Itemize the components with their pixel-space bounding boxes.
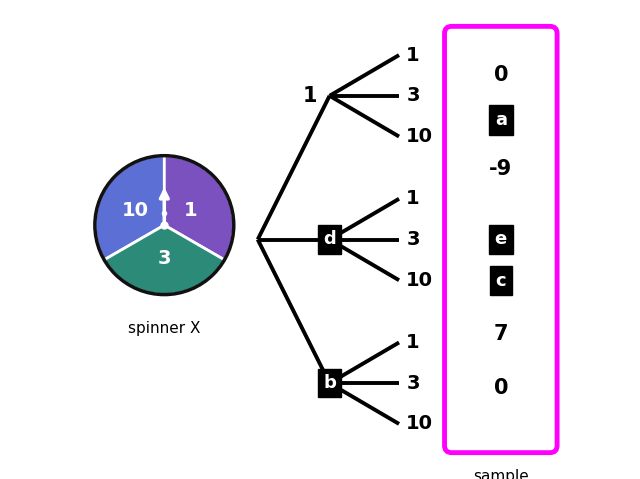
Text: 0: 0 xyxy=(493,378,508,398)
Text: 1: 1 xyxy=(406,46,420,65)
Text: 0: 0 xyxy=(493,65,508,85)
Text: d: d xyxy=(323,230,336,249)
Text: 3: 3 xyxy=(406,230,420,249)
Wedge shape xyxy=(95,156,164,260)
Text: 7: 7 xyxy=(493,324,508,344)
Text: 1: 1 xyxy=(406,189,420,208)
Text: e: e xyxy=(495,230,507,249)
Text: -9: -9 xyxy=(489,160,513,180)
Text: sample
space: sample space xyxy=(473,469,529,479)
Text: 10: 10 xyxy=(406,414,433,433)
Text: 1: 1 xyxy=(184,201,198,220)
Text: 1: 1 xyxy=(406,333,420,352)
Text: a: a xyxy=(495,111,507,129)
Text: 10: 10 xyxy=(406,271,433,290)
Text: 10: 10 xyxy=(122,201,149,220)
Text: 1: 1 xyxy=(303,86,317,106)
Text: 3: 3 xyxy=(406,374,420,393)
Wedge shape xyxy=(164,156,234,260)
Text: spinner X: spinner X xyxy=(128,321,200,336)
Text: 3: 3 xyxy=(157,249,171,268)
Text: 10: 10 xyxy=(406,127,433,146)
Wedge shape xyxy=(104,225,225,295)
Text: c: c xyxy=(495,272,506,290)
Text: 3: 3 xyxy=(406,86,420,105)
Text: b: b xyxy=(323,374,336,392)
FancyBboxPatch shape xyxy=(445,26,557,453)
